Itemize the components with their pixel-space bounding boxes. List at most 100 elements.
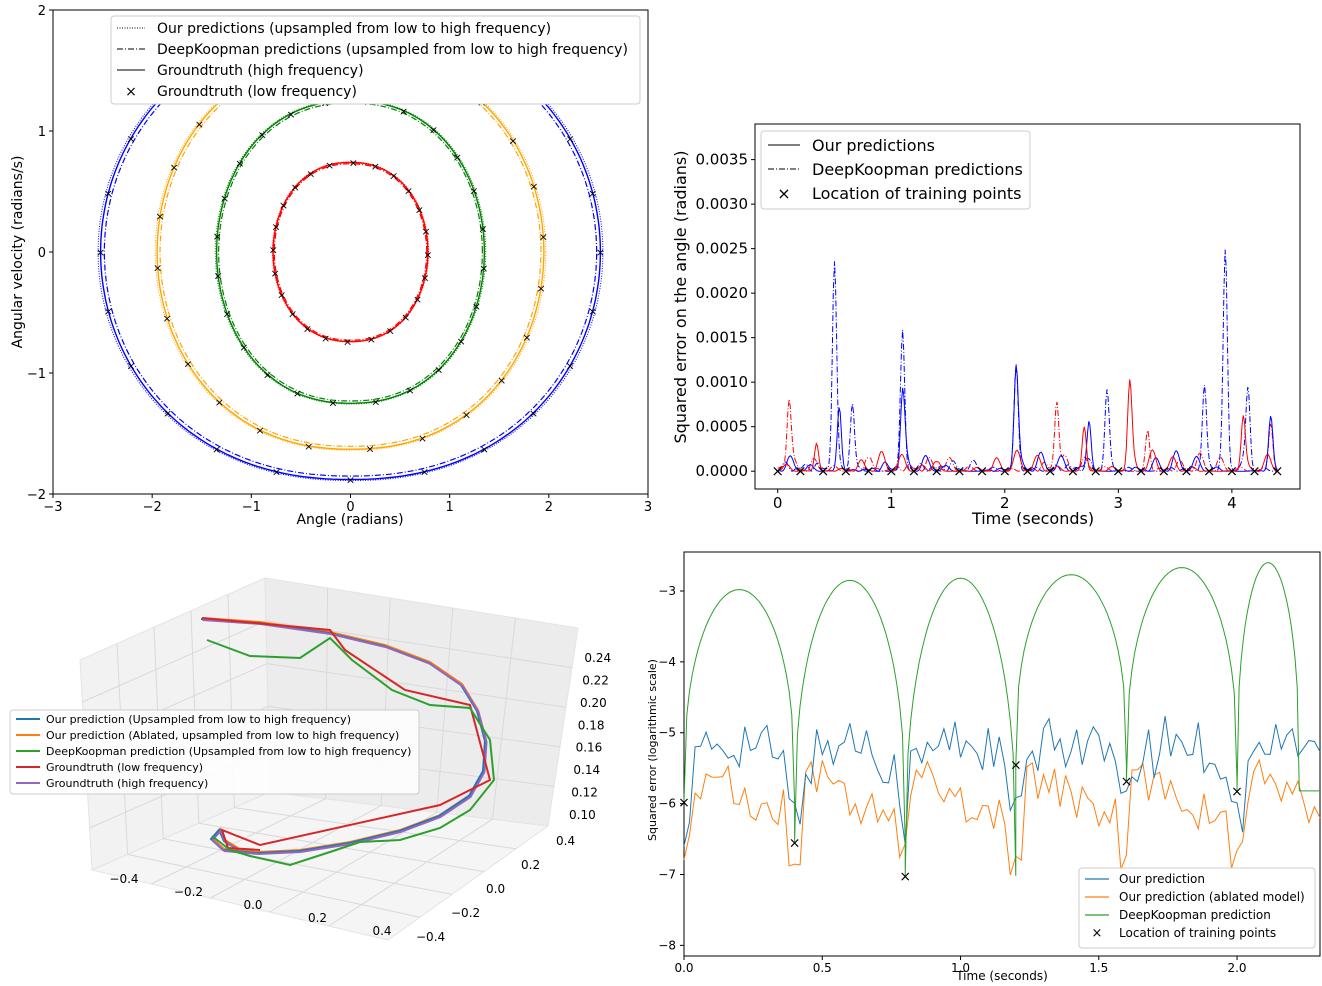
groundtruth-low-marker: × [195, 118, 204, 131]
trajectory-xtick-label: −0.2 [174, 885, 203, 899]
training-point-marker: × [1203, 462, 1216, 480]
groundtruth-low-marker: × [269, 244, 278, 257]
groundtruth-low-marker: × [421, 225, 430, 238]
logerr-xtick-label: 1.5 [1089, 961, 1108, 975]
sqerr-xtick-label: 1 [886, 494, 896, 512]
training-point-marker: × [1112, 462, 1125, 480]
our-prediction-line [683, 716, 1321, 847]
groundtruth-low-marker: × [325, 159, 334, 172]
groundtruth-low-marker: × [522, 331, 531, 344]
groundtruth-low-marker: × [220, 192, 229, 205]
trajectory-xtick-label: 0.0 [243, 898, 262, 912]
groundtruth-low-marker: × [386, 325, 395, 338]
training-point-marker: × [1231, 784, 1243, 800]
orbit-groundtruth-green [215, 100, 486, 405]
sqerr-legend-item-1: Our predictions [812, 136, 935, 155]
groundtruth-low-marker: × [304, 440, 313, 453]
orbit-prediction-green [214, 99, 487, 405]
groundtruth-low-marker: × [536, 282, 545, 295]
orbit-deepkoopman-red [273, 163, 428, 341]
grid-line [82, 620, 267, 703]
groundtruth-low-marker: × [367, 333, 376, 346]
groundtruth-low-marker: × [480, 443, 489, 456]
groundtruth-low-marker: × [420, 271, 429, 284]
trajectory-legend: Our prediction (Upsampled from low to hi… [9, 709, 420, 795]
groundtruth-low-marker: × [508, 134, 517, 147]
groundtruth-low-marker: × [343, 336, 352, 349]
groundtruth-low-marker: × [170, 161, 179, 174]
groundtruth-low-marker: × [126, 132, 135, 145]
training-point-marker: × [999, 462, 1012, 480]
groundtruth-low-marker: × [365, 443, 374, 456]
phase-legend-box [110, 15, 641, 105]
phase-ytick-label: 1 [38, 125, 46, 140]
groundtruth-low-marker: × [423, 248, 432, 261]
groundtruth-high-line [202, 619, 488, 856]
groundtruth-low-marker: × [371, 160, 380, 173]
groundtruth-low-marker: × [271, 221, 280, 234]
training-point-marker: × [862, 462, 875, 480]
trajectory-ytick-label: −0.2 [451, 906, 480, 920]
grid-line [234, 807, 517, 850]
groundtruth-low-marker: × [183, 358, 192, 371]
orbit-prediction-orange [154, 53, 547, 451]
sqerr-legend-box [760, 130, 1031, 210]
groundtruth-low-marker: × [479, 262, 488, 275]
groundtruth-low-marker: × [497, 374, 506, 387]
trajectory-xtick-label: 0.2 [308, 911, 327, 925]
sqerr-ytick-label: 0.0015 [696, 329, 749, 347]
groundtruth-low-marker: × [539, 231, 548, 244]
groundtruth-low-marker: × [286, 108, 295, 121]
training-point-marker: × [1226, 462, 1239, 480]
trajectory-ytick-label: 0.2 [521, 858, 540, 872]
logerr-ytick-label: −8 [658, 938, 676, 952]
groundtruth-low-marker: × [588, 187, 597, 200]
sqerr-ytick-label: 0.0030 [696, 195, 749, 213]
sqerr-line-blue-solid [777, 365, 1278, 472]
logerr-xtick-label: 0.0 [674, 961, 693, 975]
sqerr-legend-item-3: Location of training points [812, 184, 1021, 203]
groundtruth-low-marker: × [239, 341, 248, 354]
squared-error-chart: × × × × × × × × × × × × × × × × × × × × × × × 0 1 2 3 4 0.0000 0.000… [671, 123, 1301, 528]
sqerr-legend-item-2: DeepKoopman predictions [812, 160, 1023, 179]
groundtruth-low-marker: × [371, 395, 380, 408]
log-error-chart: × × × × × × 0.0 0.5 1.0 1.5 2.0 −8 −7 −6 −5 −4 −3 Time … [646, 551, 1321, 983]
orbit-groundtruth-red [272, 161, 429, 343]
trajectory-ztick-label: 0.22 [582, 673, 609, 687]
grid-line [436, 607, 454, 813]
logerr-ylabel: Squared error (logarithmic scale) [646, 659, 659, 841]
training-point-marker: × [1010, 758, 1022, 774]
training-point-marker: × [1021, 462, 1034, 480]
phase-xtick-label: −3 [43, 500, 62, 515]
logerr-legend-item-1: Our prediction [1119, 872, 1205, 886]
groundtruth-low-marker: × [415, 203, 424, 216]
sqerr-xtick-label: 2 [1000, 494, 1010, 512]
groundtruth-low-marker: × [126, 360, 135, 373]
logerr-series: ×××××× [678, 562, 1321, 885]
logerr-ytick-label: −6 [658, 797, 676, 811]
trajectory-xtick-label: 0.4 [372, 924, 391, 938]
groundtruth-low-marker: × [462, 409, 471, 422]
trajectory-ztick-label: 0.24 [584, 651, 611, 665]
groundtruth-low-marker: × [303, 322, 312, 335]
phase-ytick-label: 2 [38, 4, 46, 19]
groundtruth-low-marker: × [457, 335, 466, 348]
groundtruth-low-marker: × [263, 368, 272, 381]
phase-ytick-label: 0 [38, 246, 46, 261]
phase-ytick-label: −1 [27, 367, 46, 382]
groundtruth-low-marker: × [255, 424, 264, 437]
groundtruth-low-marker: × [328, 396, 337, 409]
logerr-xtick-label: 1.0 [951, 961, 970, 975]
groundtruth-low-marker: × [306, 167, 315, 180]
groundtruth-low-marker: × [213, 230, 222, 243]
phase-legend: Our predictions (upsampled from low to h… [110, 15, 641, 105]
groundtruth-low-marker: × [215, 396, 224, 409]
training-point-marker: × [1135, 462, 1148, 480]
grid-line [266, 663, 567, 708]
training-point-marker: × [1121, 774, 1133, 790]
groundtruth-low-marker: × [279, 199, 288, 212]
training-point-marker: × [1067, 462, 1080, 480]
groundtruth-low-marker: × [104, 187, 113, 200]
logerr-ticks: 0.0 0.5 1.0 1.5 2.0 −8 −7 −6 −5 −4 −3 [658, 584, 1246, 975]
